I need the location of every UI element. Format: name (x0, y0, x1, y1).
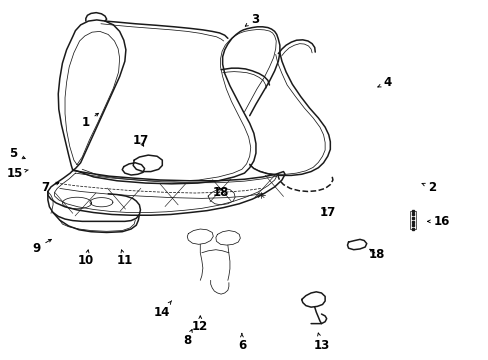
Text: 10: 10 (78, 250, 94, 267)
Text: 6: 6 (237, 333, 245, 352)
Text: 1: 1 (81, 113, 98, 129)
Text: 15: 15 (6, 167, 28, 180)
Text: 4: 4 (377, 76, 391, 89)
Text: 11: 11 (117, 250, 133, 267)
Text: 13: 13 (313, 333, 329, 352)
Text: 14: 14 (154, 301, 171, 319)
Text: 18: 18 (212, 186, 229, 199)
Text: 9: 9 (32, 239, 51, 255)
Text: 2: 2 (421, 181, 435, 194)
Text: 16: 16 (427, 215, 449, 228)
Text: 18: 18 (368, 248, 385, 261)
Text: 17: 17 (319, 206, 335, 219)
Text: 12: 12 (192, 316, 208, 333)
Text: 17: 17 (132, 134, 148, 148)
Bar (409, 211, 415, 229)
Text: 5: 5 (9, 147, 25, 160)
Text: 8: 8 (183, 329, 192, 347)
Text: 7: 7 (41, 181, 59, 194)
Text: 3: 3 (245, 13, 259, 26)
